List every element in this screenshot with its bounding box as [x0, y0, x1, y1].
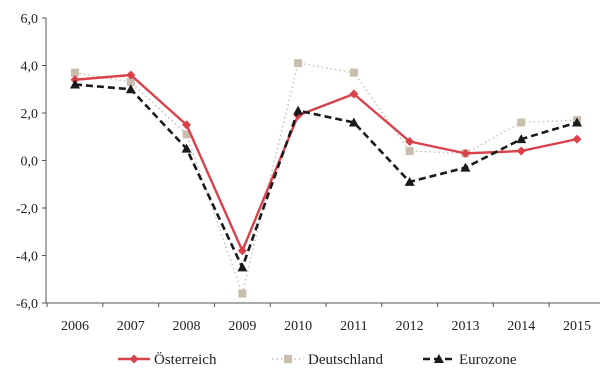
y-tick-label: -6,0	[16, 297, 38, 312]
x-tick-label: 2013	[451, 319, 479, 334]
data-point	[349, 89, 359, 99]
legend-item: Deutschland	[272, 352, 383, 368]
data-point	[126, 78, 135, 87]
data-point	[460, 162, 471, 172]
data-point	[70, 79, 80, 89]
data-point	[293, 105, 304, 115]
data-point	[516, 134, 527, 144]
x-tick-label: 2011	[340, 319, 367, 334]
data-point	[125, 84, 136, 94]
data-point	[517, 118, 526, 127]
series-deutschland	[71, 59, 581, 298]
data-point	[182, 130, 191, 139]
legend-label: Österreich	[154, 351, 217, 368]
series-layer	[70, 59, 582, 298]
data-point	[460, 148, 470, 158]
series-line	[74, 83, 578, 269]
axes: -6,0 -4,0 -2,0 0,0 2,0 4,0 6,0 2006 2007 2008 2009…	[16, 12, 600, 334]
data-point	[181, 143, 192, 153]
data-point	[126, 70, 136, 80]
y-tick-label: 2,0	[21, 107, 39, 122]
data-point	[349, 68, 358, 77]
y-tick-label: 6,0	[21, 12, 39, 27]
series-line	[74, 73, 578, 252]
legend-item: Eurozone	[423, 352, 517, 368]
y-tick-label: 4,0	[21, 60, 39, 75]
legend-marker	[434, 354, 444, 363]
data-point	[572, 117, 582, 127]
legend: Österreich Deutschland Eurozone	[118, 351, 517, 368]
data-point	[238, 289, 247, 298]
data-point	[516, 146, 526, 156]
data-point	[71, 68, 79, 77]
series-eurozone	[70, 79, 582, 272]
data-point	[237, 262, 248, 272]
data-point	[572, 134, 582, 144]
y-tick-label: -2,0	[16, 202, 38, 217]
legend-marker	[284, 355, 292, 363]
data-point	[405, 147, 414, 155]
data-point	[237, 246, 247, 256]
y-tick-label: -4,0	[16, 250, 38, 265]
legend-marker	[129, 354, 139, 364]
legend-item: Österreich	[118, 351, 217, 368]
legend-label: Eurozone	[459, 352, 517, 368]
data-point	[182, 120, 192, 130]
data-point	[405, 137, 415, 146]
legend-label: Deutschland	[308, 352, 383, 368]
series-line	[74, 62, 578, 295]
data-point	[404, 176, 415, 186]
x-tick-label: 2008	[173, 319, 201, 334]
data-point	[294, 59, 303, 68]
y-tick-label: 0,0	[21, 155, 39, 170]
x-tick-label: 2014	[507, 319, 535, 334]
series-sterreich	[70, 70, 582, 256]
x-tick-label: 2010	[284, 319, 312, 334]
x-tick-label: 2012	[396, 319, 424, 334]
x-tick-label: 2006	[61, 319, 89, 334]
data-point	[348, 117, 359, 127]
x-tick-label: 2007	[117, 319, 145, 334]
x-tick-label: 2009	[228, 319, 256, 334]
x-tick-label: 2015	[563, 319, 591, 334]
